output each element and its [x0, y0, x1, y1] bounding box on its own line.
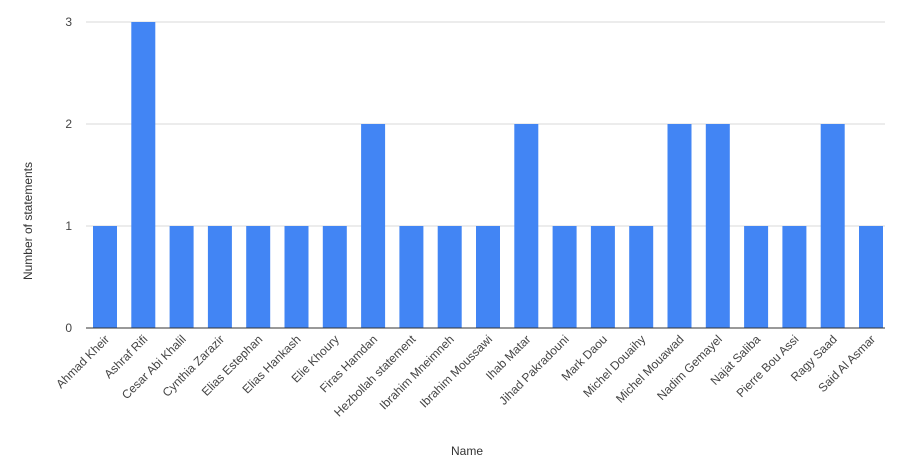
- bar: [820, 124, 845, 328]
- bar: [246, 226, 271, 328]
- y-axis-ticks: 0 1 2 3: [65, 15, 72, 335]
- bar: [476, 226, 500, 328]
- bar: [590, 226, 615, 328]
- bar: [361, 124, 386, 328]
- bar: [322, 226, 347, 328]
- y-tick-label: 3: [65, 15, 72, 29]
- bar: [667, 124, 692, 328]
- bar: [629, 226, 654, 328]
- x-tick-label: Michel Mouawad: [613, 332, 687, 406]
- y-axis-title: Number of statements: [21, 162, 35, 280]
- bar: [284, 226, 309, 328]
- bar: [169, 226, 194, 328]
- bar: [859, 226, 883, 328]
- bar: [437, 226, 462, 328]
- bar: [782, 226, 807, 328]
- x-tick-label: Jihad Pakradouni: [496, 332, 571, 407]
- y-tick-label: 2: [65, 117, 72, 131]
- x-tick-label: Ahmad Kheir: [53, 332, 112, 391]
- bar: [207, 226, 232, 328]
- bar: [744, 226, 769, 328]
- bars-layer: [86, 22, 885, 329]
- y-tick-label: 1: [65, 219, 72, 233]
- bar: [552, 226, 577, 328]
- bar: [705, 124, 730, 328]
- y-tick-label: 0: [65, 321, 72, 335]
- bar: [399, 226, 424, 328]
- bar: [514, 124, 539, 328]
- bar: [131, 22, 156, 328]
- x-axis-title: Name: [451, 444, 483, 458]
- bar: [93, 226, 117, 328]
